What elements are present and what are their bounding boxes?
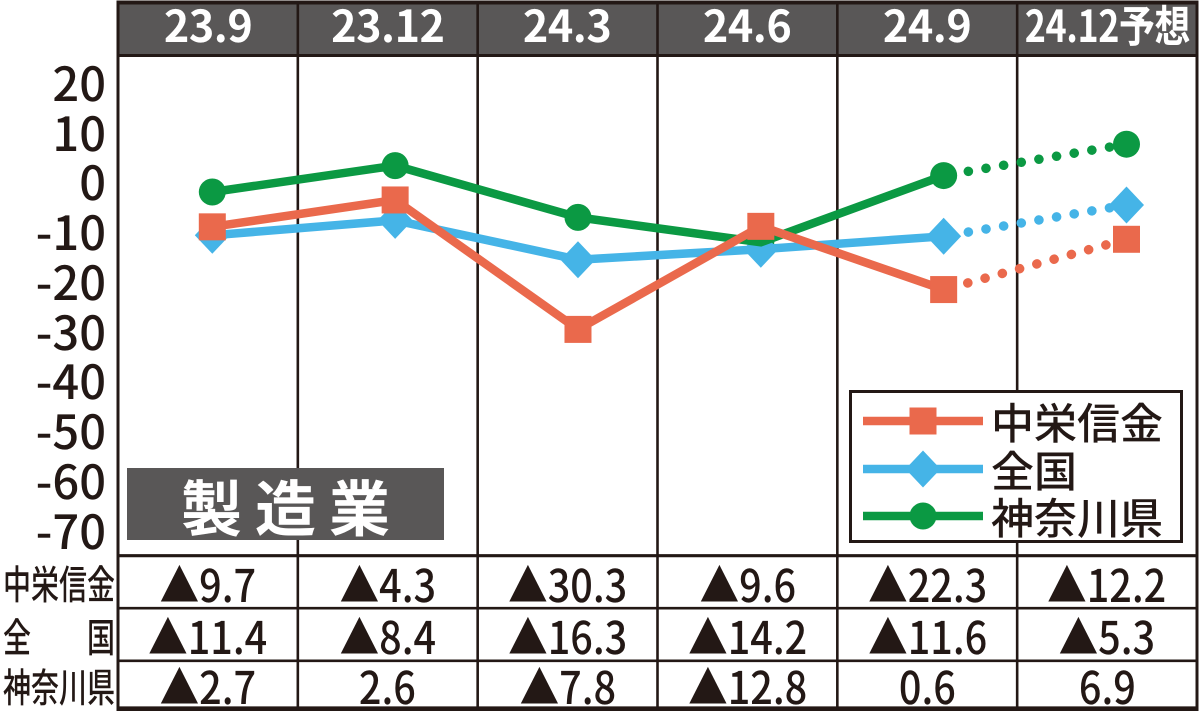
table-row-header: 中栄信金 <box>3 562 115 602</box>
legend-marker-diamond <box>905 450 941 488</box>
y-tick-label: 10 <box>52 95 106 165</box>
legend-item-中栄信金: 中栄信金 <box>852 390 1180 452</box>
table-row-header: 全国 <box>3 615 115 655</box>
legend-item-全国: 全国 <box>852 438 1180 500</box>
series-chuei-marker <box>930 276 958 304</box>
legend-item-神奈川県: 神奈川県 <box>852 485 1180 547</box>
y-tick-label: -40 <box>35 344 106 414</box>
series-chuei-marker <box>381 186 409 214</box>
table-row-header-label: 中栄信金 <box>3 553 115 611</box>
legend-swatch-diamond <box>863 450 983 488</box>
table-cell: ▲11.4 <box>118 602 298 667</box>
legend-label: 全国 <box>991 438 1077 500</box>
table-cell-value: ▲9.6 <box>699 549 796 615</box>
legend-marker-square <box>909 407 937 435</box>
table-row-header: 神奈川県 <box>3 665 115 705</box>
table-cell-value: ▲7.8 <box>519 652 616 713</box>
series-zenkoku-marker <box>560 241 596 279</box>
table-cell-value: ▲11.6 <box>867 602 987 667</box>
table-cell: ▲4.3 <box>298 550 478 615</box>
column-header-label: 24.3 <box>523 0 612 56</box>
column-header-label: 23.9 <box>163 0 253 56</box>
column-header-23.12: 23.12 <box>298 0 478 55</box>
series-zenkoku-marker <box>926 217 962 255</box>
table-cell: ▲2.7 <box>118 652 298 713</box>
table-cell-value: ▲4.3 <box>339 549 437 615</box>
legend-swatch-square <box>863 407 983 435</box>
legend-swatch-circle <box>863 502 983 530</box>
series-kanagawa-marker <box>381 152 409 180</box>
table-cell-value: 2.6 <box>359 652 417 713</box>
series-chuei-marker <box>747 212 775 240</box>
y-tick-label: -10 <box>35 195 106 265</box>
table-cell: ▲30.3 <box>478 550 658 615</box>
table-cell-value: ▲11.4 <box>148 602 268 667</box>
column-header-23.9: 23.9 <box>118 0 298 55</box>
table-cell: ▲12.8 <box>658 652 838 713</box>
series-chuei-marker <box>198 213 226 241</box>
table-cell: ▲14.2 <box>658 602 838 667</box>
legend: 中栄信金 全国 神奈川県 <box>849 390 1183 547</box>
table-cell: 6.9 <box>1017 652 1197 713</box>
series-kanagawa-marker <box>564 203 592 231</box>
column-header-24.6: 24.6 <box>658 0 838 55</box>
table-cell: ▲11.6 <box>837 602 1017 667</box>
y-tick-label: -70 <box>35 493 106 563</box>
series-chuei-forecast-dotted-line <box>938 234 1132 295</box>
y-tick-label: -60 <box>35 444 106 514</box>
table-cell-value: ▲12.2 <box>1047 549 1167 615</box>
y-tick-label: -30 <box>35 294 106 364</box>
legend-label: 中栄信金 <box>991 390 1163 452</box>
table-cell-value: ▲8.4 <box>339 602 437 667</box>
table-cell-value: ▲16.3 <box>507 602 628 667</box>
table-cell-value: ▲22.3 <box>867 549 987 615</box>
table-cell-value: ▲5.3 <box>1058 602 1156 667</box>
table-cell: ▲9.7 <box>118 550 298 615</box>
table-cell: ▲22.3 <box>837 550 1017 615</box>
series-kanagawa-marker <box>1113 130 1140 158</box>
column-header-24.12予想: 24.12予想 <box>1017 0 1197 55</box>
table-cell: ▲7.8 <box>478 652 658 713</box>
title-box-label: 製造業 <box>180 459 403 549</box>
title-box: 製造業 <box>127 460 444 549</box>
table-cell-value: 6.9 <box>1078 652 1136 713</box>
legend-marker-circle <box>909 502 937 530</box>
y-tick-label: -50 <box>35 394 106 464</box>
table-cell-value: ▲14.2 <box>687 602 807 667</box>
y-tick-label: 0 <box>79 145 106 215</box>
table-cell-value: ▲9.7 <box>159 549 257 615</box>
table-cell-value: ▲2.7 <box>159 652 257 713</box>
table-cell: 0.6 <box>837 652 1017 713</box>
table-cell: ▲5.3 <box>1017 602 1197 667</box>
table-cell: 2.6 <box>298 652 478 713</box>
series-zenkoku-forecast-dotted-line <box>938 200 1132 242</box>
series-chuei-marker <box>564 315 592 343</box>
series-kanagawa-marker <box>930 162 958 190</box>
column-header-24.3: 24.3 <box>478 0 658 55</box>
table-cell: ▲16.3 <box>478 602 658 667</box>
column-header-label: 23.12 <box>331 0 445 56</box>
table-cell: ▲12.2 <box>1017 550 1197 615</box>
series-kanagawa-marker <box>198 178 226 206</box>
legend-label: 神奈川県 <box>991 485 1163 547</box>
column-header-label: 24.9 <box>883 0 972 56</box>
table-row-header-label: 神奈川県 <box>3 655 115 713</box>
table-cell: ▲8.4 <box>298 602 478 667</box>
y-tick-label: 20 <box>52 45 106 115</box>
table-cell: ▲9.6 <box>658 550 838 615</box>
column-header-24.9: 24.9 <box>837 0 1017 55</box>
y-tick-label: -20 <box>35 244 106 314</box>
table-row-header-label: 全国 <box>3 605 115 664</box>
table-cell-value: ▲12.8 <box>687 652 807 713</box>
column-header-label: 24.6 <box>703 0 792 56</box>
table-cell-value: 0.6 <box>898 652 956 713</box>
series-chuei-marker <box>1113 225 1140 253</box>
series-zenkoku-marker <box>1109 186 1144 224</box>
column-header-label: 24.12予想 <box>1024 0 1190 56</box>
series-kanagawa-forecast-dotted-line <box>938 139 1132 181</box>
table-cell-value: ▲30.3 <box>507 549 628 615</box>
